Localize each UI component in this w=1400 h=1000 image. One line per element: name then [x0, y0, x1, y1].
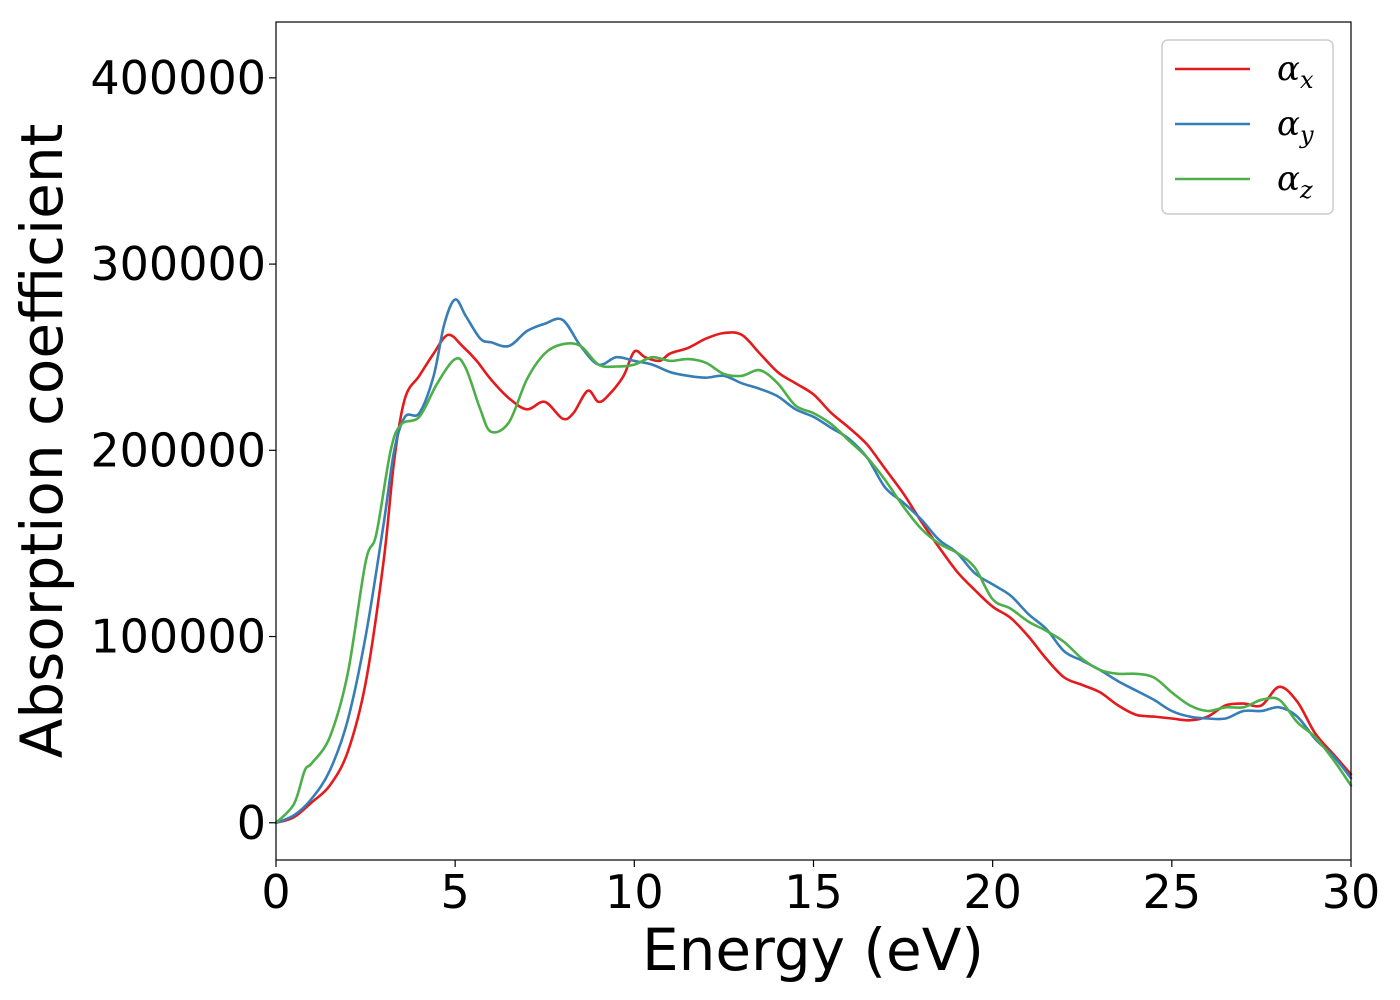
x-axis-title: Energy (eV) [642, 916, 984, 984]
y-axis-ticks: 0 100000 200000 300000 400000 [90, 51, 276, 850]
legend-label-1: αx [1277, 49, 1314, 94]
series-line-3 [274, 342, 1353, 825]
legend-label-3: αz [1277, 159, 1313, 204]
x-axis-ticks: 0 5 10 15 20 25 30 [261, 860, 1380, 919]
y-tick-label: 200000 [90, 423, 266, 477]
series-line-1 [274, 331, 1353, 825]
legend: αx αy αz [1161, 39, 1334, 215]
series-line-2 [274, 298, 1353, 825]
x-tick-label: 0 [261, 865, 290, 919]
x-tick-label: 30 [1322, 865, 1381, 919]
x-tick-label: 10 [605, 865, 664, 919]
legend-box [1161, 39, 1334, 215]
legend-label-2: αy [1277, 104, 1314, 149]
y-tick-label: 100000 [90, 610, 266, 664]
y-tick-label: 0 [237, 796, 266, 850]
y-tick-label: 400000 [90, 51, 266, 105]
series-layer [274, 298, 1353, 825]
y-tick-label: 300000 [90, 237, 266, 291]
x-tick-label: 25 [1143, 865, 1202, 919]
x-tick-label: 15 [784, 865, 843, 919]
x-tick-label: 5 [441, 865, 470, 919]
y-axis-title: Absorption coefficient [8, 124, 76, 759]
x-tick-label: 20 [963, 865, 1022, 919]
